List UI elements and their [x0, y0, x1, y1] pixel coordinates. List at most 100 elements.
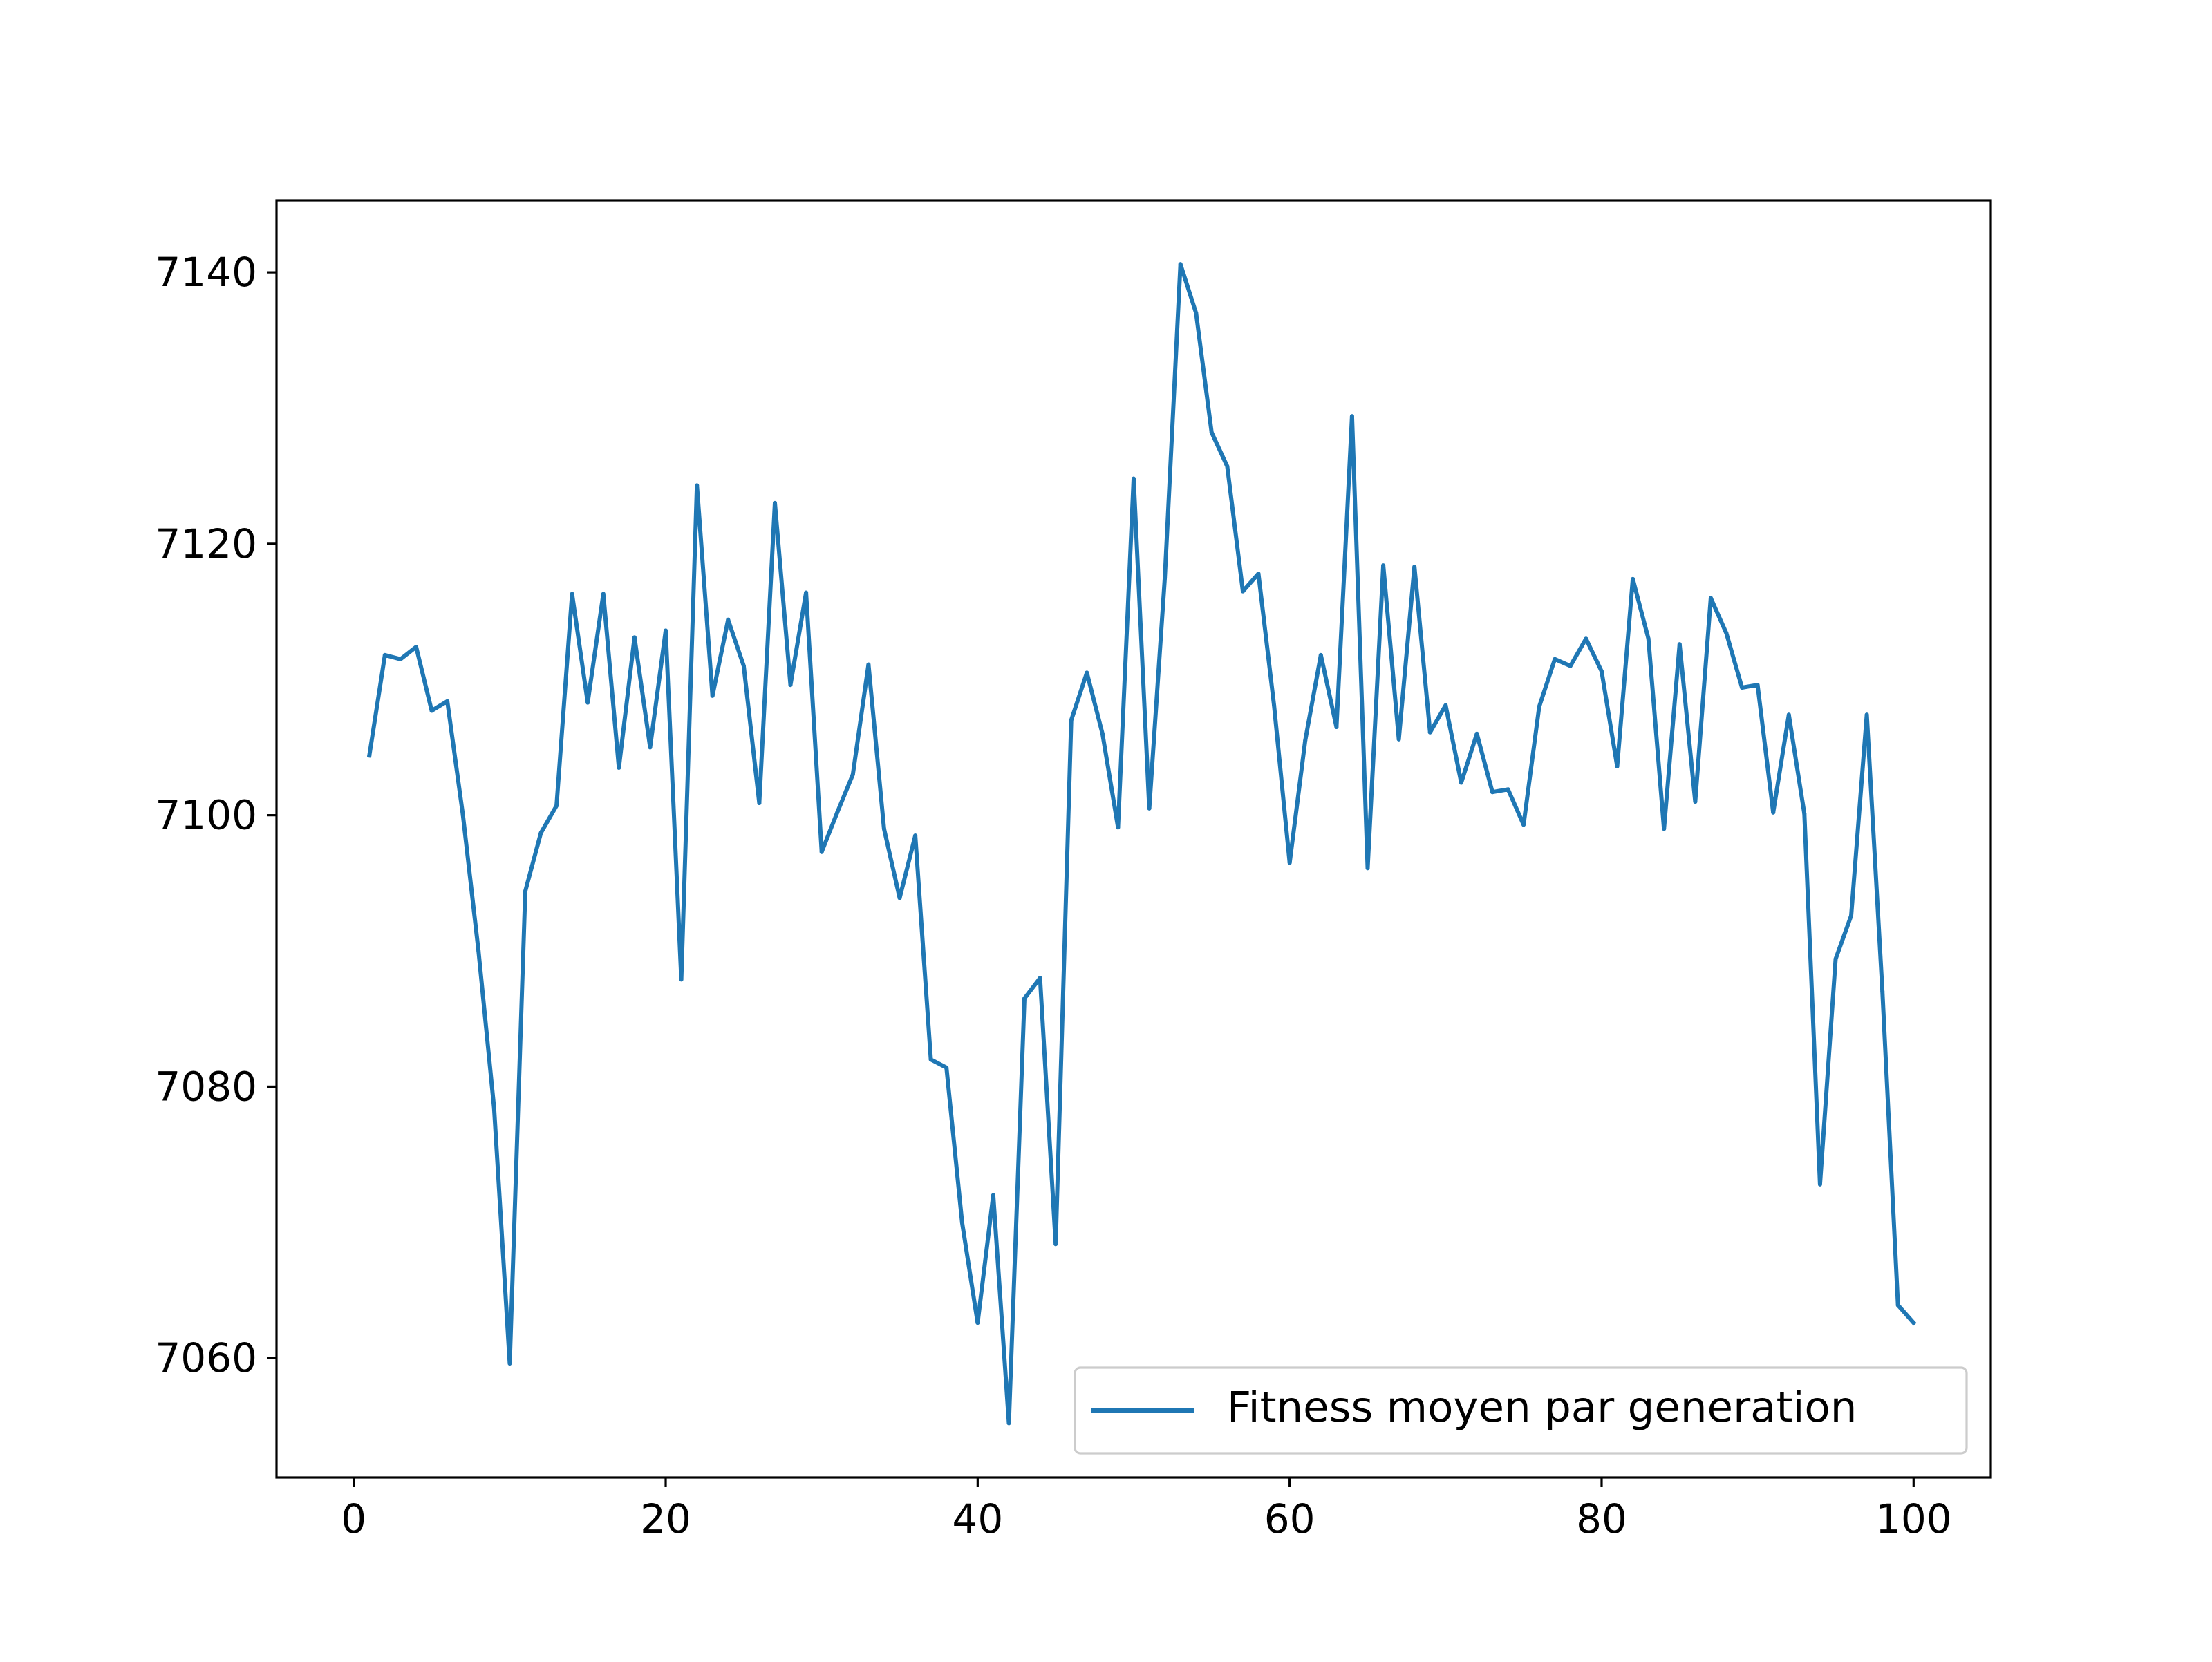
y-tick-label: 7120 [155, 520, 257, 567]
x-tick-label: 80 [1576, 1495, 1627, 1542]
data-point [1724, 631, 1729, 636]
data-point [1662, 827, 1667, 831]
data-point [1459, 780, 1463, 785]
data-point [1708, 596, 1713, 601]
data-point [1194, 311, 1199, 315]
data-point [1474, 731, 1479, 736]
series-line-0 [366, 262, 1917, 1426]
data-point [944, 1065, 949, 1070]
data-point [695, 483, 700, 488]
data-point [1833, 956, 1838, 961]
data-point [1911, 1321, 1916, 1325]
data-point [617, 765, 621, 770]
data-point [1272, 703, 1277, 708]
legend-box [1074, 1366, 1968, 1455]
data-point [1303, 738, 1308, 743]
data-point [1771, 810, 1776, 815]
data-point [1537, 704, 1541, 709]
x-tick-label: 20 [640, 1495, 691, 1542]
data-point [554, 803, 559, 808]
data-point [975, 1321, 980, 1325]
data-point [367, 753, 372, 758]
data-point [850, 772, 855, 777]
data-point [414, 645, 418, 650]
data-point [1085, 670, 1089, 675]
data-point [1147, 806, 1152, 811]
data-point [1053, 1242, 1058, 1247]
data-point [788, 683, 793, 688]
data-point [897, 896, 902, 900]
legend: Fitness moyen par generation [1074, 1366, 1968, 1455]
data-point [1568, 663, 1573, 668]
legend-label: Fitness moyen par generation [1227, 1383, 1857, 1432]
y-axis: 7060 7080 7100 7120 7140 [155, 249, 276, 1381]
data-point [523, 889, 527, 894]
data-point [1318, 652, 1323, 657]
y-tick-label: 7080 [155, 1063, 257, 1110]
data-point [928, 1057, 933, 1062]
data-point [1786, 712, 1791, 717]
data-point [538, 831, 543, 835]
data-point [1178, 262, 1183, 267]
data-point [507, 1361, 512, 1366]
data-point [913, 833, 918, 838]
data-point [1849, 914, 1853, 918]
data-point [1241, 589, 1245, 594]
data-point [1553, 657, 1557, 661]
data-point [1287, 860, 1292, 865]
data-point [1396, 737, 1401, 742]
data-point [1895, 1303, 1900, 1307]
data-point [1584, 636, 1588, 641]
data-point [710, 693, 715, 698]
data-point [1443, 703, 1448, 708]
x-tick-label: 100 [1875, 1495, 1952, 1542]
data-point [1100, 731, 1105, 736]
data-point [1427, 730, 1432, 735]
data-point [382, 652, 387, 657]
data-point [1677, 642, 1682, 647]
data-point [398, 657, 403, 661]
data-point [1069, 718, 1074, 723]
data-point [1381, 563, 1386, 568]
data-point [1365, 866, 1370, 871]
data-point [835, 810, 840, 815]
data-point [1740, 686, 1745, 690]
data-point [1334, 725, 1339, 729]
data-point [1490, 790, 1494, 795]
data-point [601, 592, 606, 596]
data-point [491, 1106, 496, 1111]
data-point [679, 977, 684, 982]
data-point [445, 699, 450, 703]
x-axis: 0 20 40 60 80 100 [341, 1477, 1952, 1542]
data-point [1817, 1182, 1822, 1187]
data-point [726, 617, 731, 622]
data-point [1693, 800, 1698, 804]
data-point [1022, 996, 1027, 1001]
x-tick-label: 0 [341, 1495, 366, 1542]
data-point [570, 592, 574, 596]
data-point [959, 1220, 964, 1225]
data-point [1163, 576, 1168, 580]
data-point [1600, 669, 1604, 674]
data-point [757, 801, 762, 805]
data-point [1225, 464, 1230, 469]
data-point [1006, 1421, 1011, 1426]
data-point [1209, 430, 1214, 435]
data-point [664, 628, 668, 633]
data-point [1038, 976, 1042, 981]
data-point [1116, 825, 1121, 830]
data-point [460, 813, 465, 818]
data-point [585, 700, 590, 705]
data-point [881, 827, 886, 831]
data-point [773, 500, 777, 505]
data-point [476, 949, 481, 953]
data-point [1646, 636, 1651, 641]
data-point [1412, 565, 1417, 569]
y-tick-label: 7100 [155, 792, 257, 839]
data-point [648, 745, 653, 750]
data-point [1631, 576, 1635, 581]
x-tick-label: 60 [1264, 1495, 1315, 1542]
data-point [632, 635, 637, 640]
